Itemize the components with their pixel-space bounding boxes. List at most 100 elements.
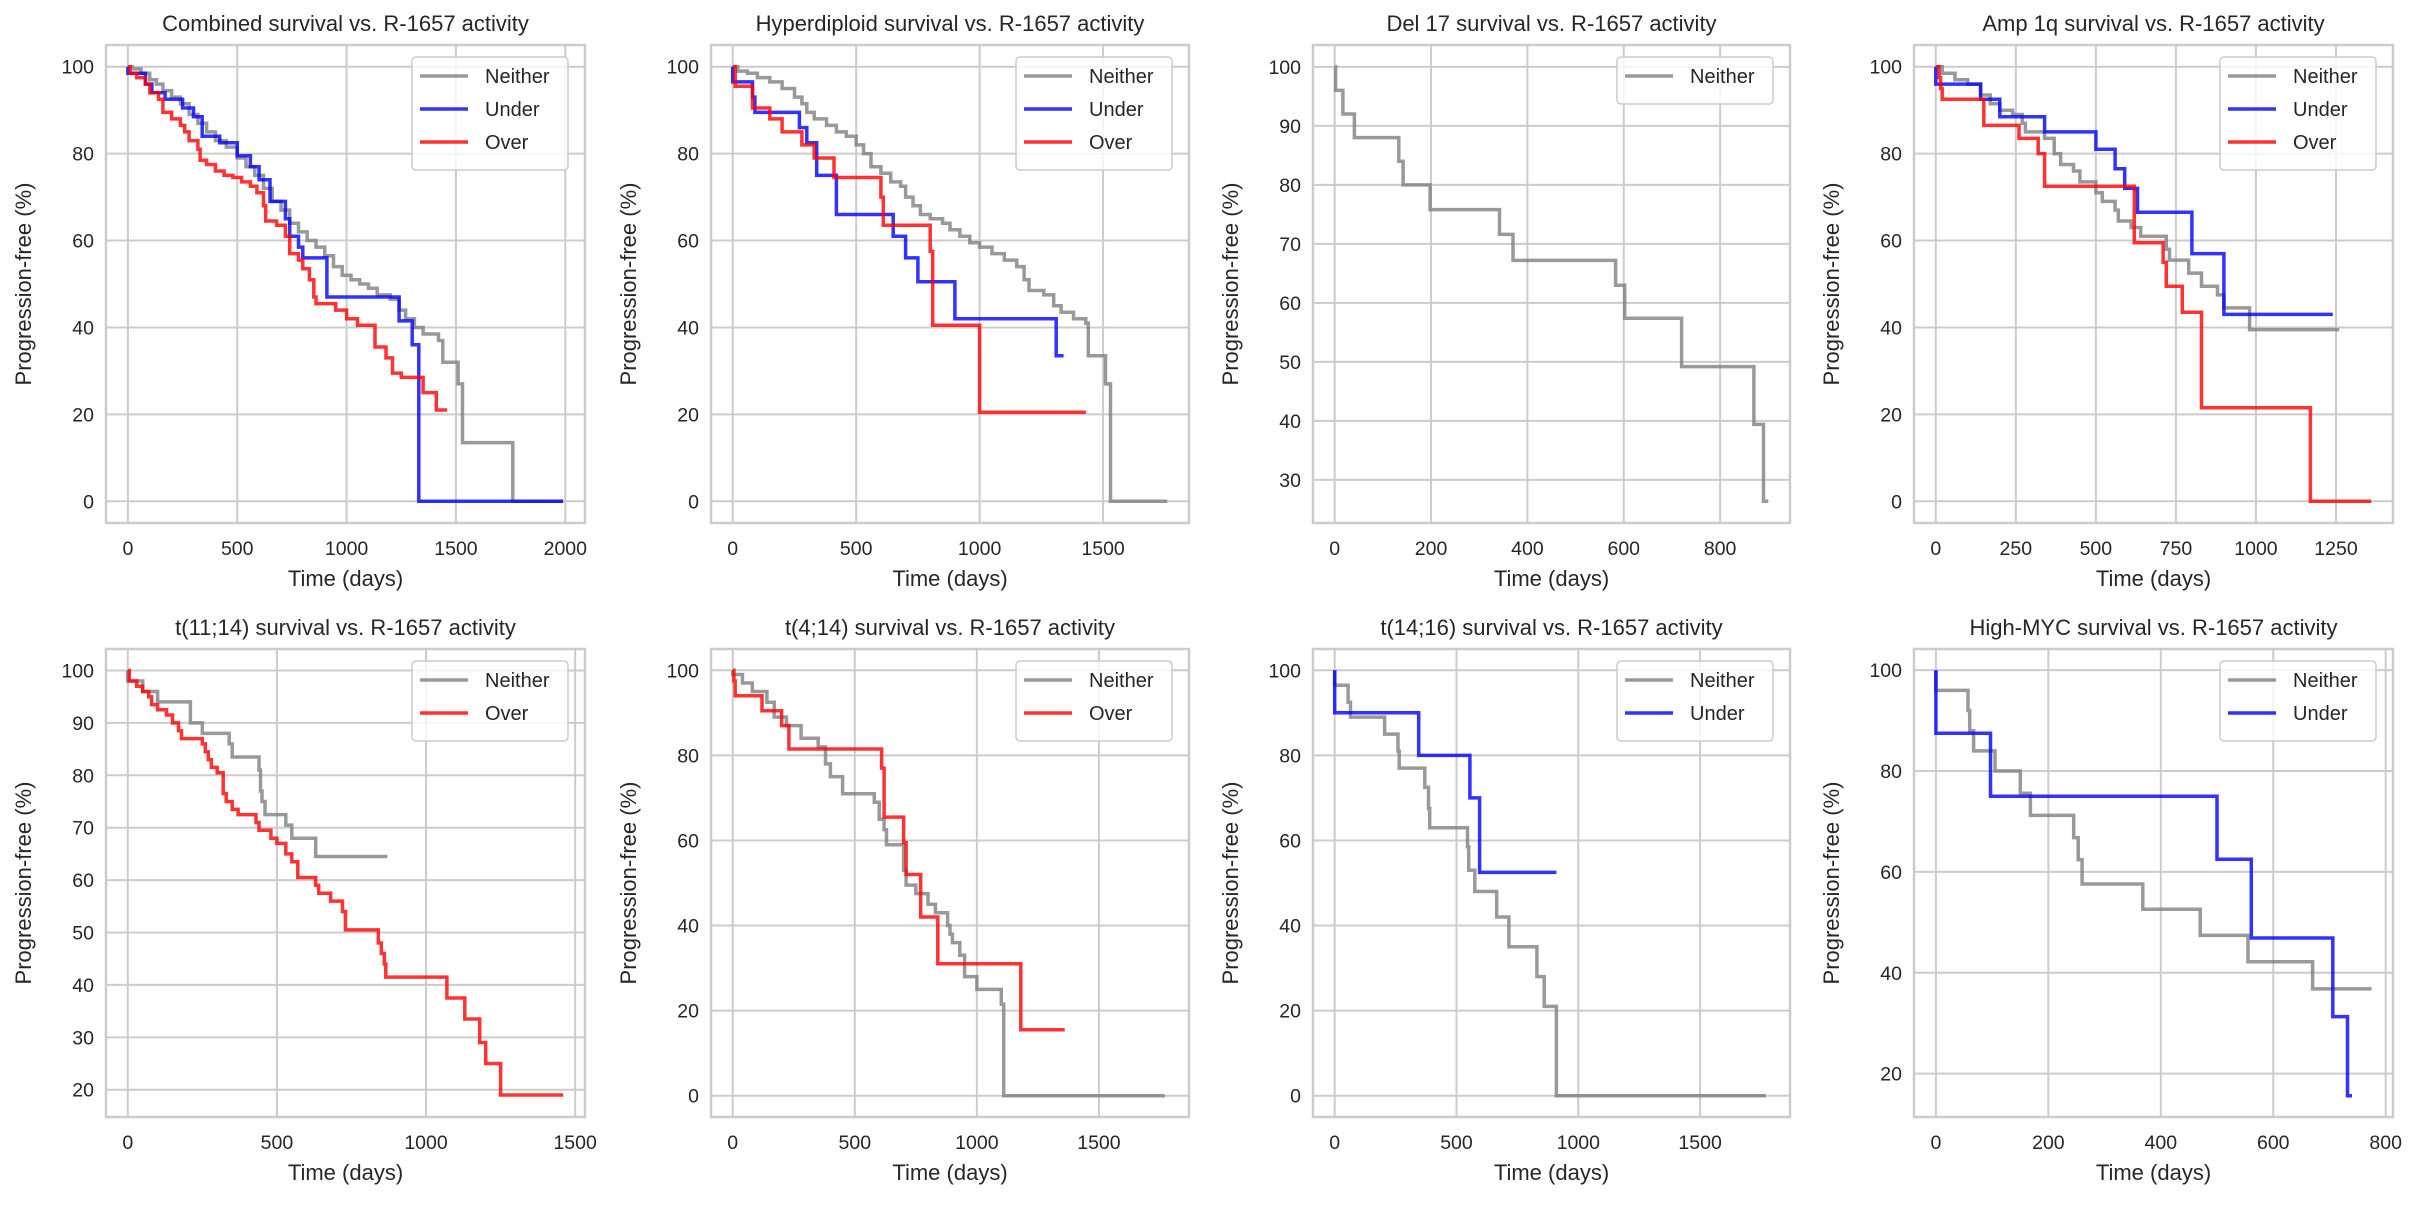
y-tick-label: 80: [1880, 761, 1902, 783]
subplot-3: 0 200 400 600 800 30 40 50 60 70 80 90 100 Del 17 sur…: [1218, 11, 1792, 591]
x-tick-label: 500: [1440, 1132, 1473, 1154]
x-tick-label: 0: [1329, 1132, 1340, 1154]
x-tick-label: 1000: [404, 1132, 448, 1154]
x-tick-label: 0: [1930, 538, 1941, 560]
axes-frame: [104, 647, 587, 1119]
y-tick-label: 80: [1279, 175, 1301, 197]
y-tick-label: 20: [677, 404, 699, 426]
y-tick-label: 40: [72, 317, 94, 339]
x-tick-label: 600: [1607, 538, 1640, 560]
axes-frame: [709, 647, 1191, 1119]
x-tick-label: 200: [2032, 1132, 2065, 1154]
y-tick-label: 0: [1891, 491, 1902, 513]
chart-title: Combined survival vs. R-1657 activity: [162, 11, 529, 36]
curve-under: [1934, 670, 2352, 1098]
x-tick-label: 1500: [1081, 538, 1125, 560]
y-tick-label: 30: [72, 1027, 94, 1049]
legend-label: Under: [2293, 99, 2348, 121]
legend-label: Neither: [485, 670, 550, 692]
y-tick-label: 90: [72, 713, 94, 735]
curve-neither: [126, 670, 388, 859]
curve-over: [1935, 64, 2372, 504]
x-tick-label: 500: [839, 1132, 872, 1154]
y-tick-label: 60: [1279, 830, 1301, 852]
y-tick-label: 60: [677, 231, 699, 253]
y-tick-label: 20: [1880, 1064, 1902, 1086]
x-tick-label: 0: [1329, 538, 1340, 560]
y-tick-label: 60: [72, 870, 94, 892]
y-tick-label: 90: [1279, 116, 1301, 138]
x-tick-label: 1000: [1557, 1132, 1601, 1154]
x-tick-label: 0: [122, 538, 133, 560]
y-tick-label: 20: [72, 1080, 94, 1102]
x-axis-label: Time (days): [892, 566, 1007, 591]
y-tick-label: 20: [677, 1001, 699, 1023]
subplot-2: 0 500 1000 1500 0 20 40 60 80 100 Hyperdiploid sur…: [616, 11, 1191, 591]
legend-label: Neither: [1690, 66, 1755, 88]
y-tick-label: 60: [677, 830, 699, 852]
x-tick-label: 1000: [958, 538, 1002, 560]
curve-over: [127, 668, 564, 1097]
y-tick-label: 100: [1869, 660, 1902, 682]
y-tick-label: 60: [1279, 293, 1301, 315]
y-tick-label: 20: [1279, 1001, 1301, 1023]
legend-label: Under: [1089, 99, 1144, 121]
y-tick-label: 0: [688, 491, 699, 513]
x-tick-label: 600: [2257, 1132, 2290, 1154]
subplot-5: 0 500 1000 1500 20 30 40 50 60 70 80 90 100 t(11;14) …: [11, 615, 597, 1185]
x-tick-label: 500: [261, 1132, 294, 1154]
legend: Neither Under Over: [411, 56, 569, 171]
y-tick-label: 0: [688, 1086, 699, 1108]
x-tick-label: 400: [1511, 538, 1544, 560]
x-tick-label: 0: [122, 1132, 133, 1154]
y-tick-label: 100: [61, 660, 94, 682]
chart-title: Amp 1q survival vs. R-1657 activity: [1982, 11, 2324, 36]
x-tick-label: 800: [1704, 538, 1737, 560]
chart-title: High-MYC survival vs. R-1657 activity: [1970, 615, 2338, 640]
axes-frame: [1311, 43, 1792, 525]
legend: Neither: [1616, 56, 1774, 105]
y-tick-label: 50: [1279, 352, 1301, 374]
y-tick-label: 0: [1290, 1086, 1301, 1108]
curve-neither: [1934, 670, 2372, 991]
legend-label: Over: [1089, 703, 1133, 725]
curve-under: [126, 66, 564, 504]
curve-under: [1934, 66, 2333, 317]
legend-label: Under: [2293, 703, 2348, 725]
y-tick-label: 40: [1880, 317, 1902, 339]
y-tick-label: 40: [677, 317, 699, 339]
legend-label: Neither: [1089, 670, 1154, 692]
x-tick-label: 1500: [1678, 1132, 1722, 1154]
y-tick-label: 100: [666, 57, 699, 79]
x-axis-label: Time (days): [2096, 566, 2211, 591]
legend-label: Over: [485, 132, 529, 154]
y-axis-label: Progression-free (%): [1819, 183, 1844, 386]
y-tick-label: 60: [72, 231, 94, 253]
x-tick-label: 750: [2160, 538, 2193, 560]
x-tick-label: 1250: [2314, 538, 2358, 560]
y-tick-label: 60: [1880, 231, 1902, 253]
curve-neither: [730, 670, 1165, 1098]
y-tick-label: 80: [677, 144, 699, 166]
y-axis-label: Progression-free (%): [1819, 782, 1844, 985]
x-tick-label: 400: [2145, 1132, 2178, 1154]
y-axis-label: Progression-free (%): [11, 782, 36, 985]
y-axis-label: Progression-free (%): [1218, 782, 1243, 985]
y-tick-label: 50: [72, 923, 94, 945]
y-tick-label: 80: [72, 765, 94, 787]
axes-frame: [1912, 43, 2395, 525]
curve-over: [732, 668, 1065, 1032]
y-tick-label: 30: [1279, 470, 1301, 492]
curve-over: [127, 64, 448, 412]
chart-title: Del 17 survival vs. R-1657 activity: [1386, 11, 1716, 36]
legend: Neither Under: [1616, 660, 1774, 742]
x-tick-label: 1000: [325, 538, 369, 560]
y-axis-label: Progression-free (%): [11, 183, 36, 386]
y-tick-label: 40: [677, 916, 699, 938]
x-tick-label: 1500: [553, 1132, 597, 1154]
y-tick-label: 70: [72, 818, 94, 840]
subplot-6: 0 500 1000 1500 0 20 40 60 80 100 t(4;14) survival…: [616, 615, 1191, 1185]
y-tick-label: 70: [1279, 234, 1301, 256]
y-tick-label: 100: [666, 660, 699, 682]
